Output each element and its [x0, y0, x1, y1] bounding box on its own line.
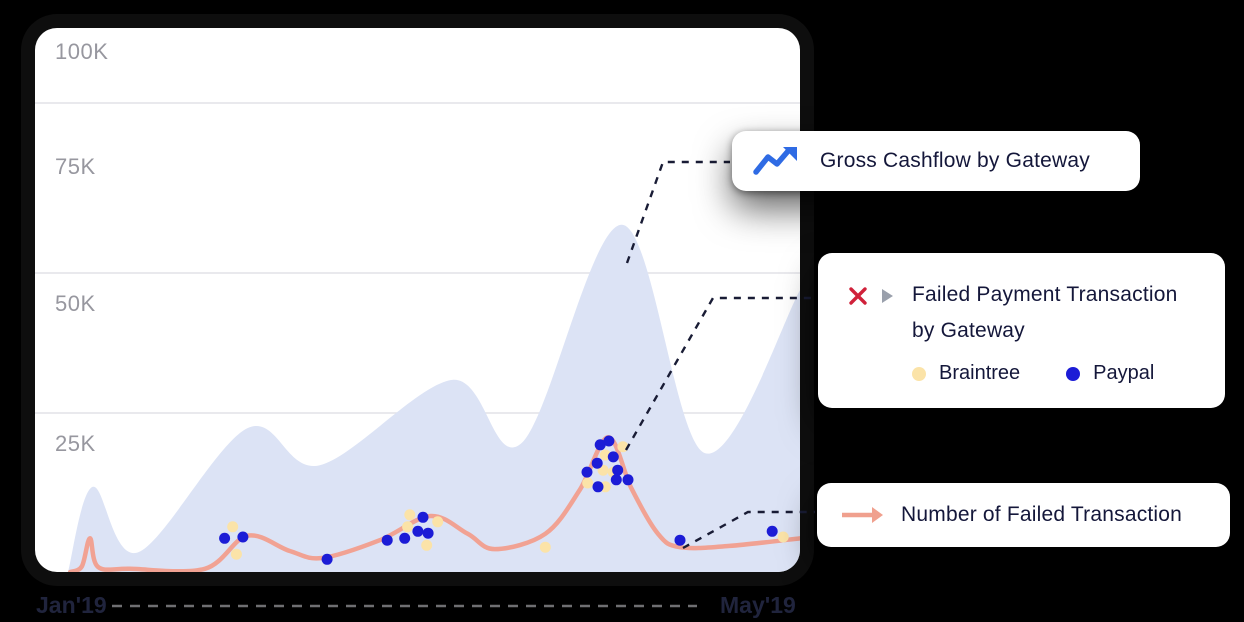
braintree-dot-icon: [912, 366, 926, 381]
failed-payment-icon: [842, 283, 894, 309]
legend-item-paypal[interactable]: Paypal: [1066, 362, 1154, 385]
trend-up-icon: [753, 145, 797, 177]
y-axis-tick-50k: 50K: [55, 291, 96, 316]
x-axis-label-end: May'19: [720, 592, 796, 618]
callout-failed-count[interactable]: Number of Failed Transaction: [817, 483, 1230, 547]
callout-failed-payment[interactable]: Failed Payment Transaction by Gateway Br…: [818, 253, 1225, 408]
callout-failed-count-label: Number of Failed Transaction: [901, 503, 1183, 526]
x-axis-label-start: Jan'19: [36, 592, 107, 618]
y-axis-tick-25k: 25K: [55, 431, 96, 456]
legend-paypal-label: Paypal: [1093, 362, 1155, 384]
callout-gross-cashflow-label: Gross Cashflow by Gateway: [820, 149, 1090, 172]
legend-braintree-label: Braintree: [939, 362, 1021, 384]
arrow-right-icon: [840, 505, 884, 525]
paypal-dot-icon: [1066, 366, 1081, 381]
failed-payment-label-line1: Failed Payment Transaction: [912, 283, 1178, 306]
y-axis-tick-75k: 75K: [55, 154, 96, 179]
gateway-legend: Braintree Paypal: [912, 362, 1178, 385]
cashflow-chart-card: 100K 75K 50K 25K: [35, 28, 800, 572]
y-axis-tick-100k: 100K: [55, 39, 109, 64]
callout-failed-payment-label: Failed Payment Transaction by Gateway: [912, 277, 1178, 349]
failed-payment-label-line2: by Gateway: [912, 319, 1025, 342]
combo-chart: [35, 102, 800, 572]
legend-item-braintree[interactable]: Braintree: [912, 362, 1020, 385]
callout-gross-cashflow[interactable]: Gross Cashflow by Gateway: [732, 131, 1140, 191]
